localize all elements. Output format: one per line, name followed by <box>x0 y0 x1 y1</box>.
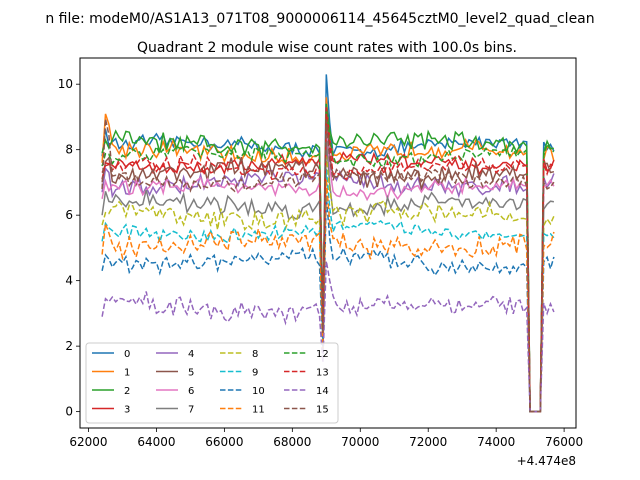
series-line-0 <box>101 74 555 413</box>
plot-lines <box>101 74 555 413</box>
y-tick-label: 4 <box>65 274 73 288</box>
series-line-8 <box>101 156 555 413</box>
y-tick-label: 10 <box>58 77 73 91</box>
legend-label: 15 <box>316 405 329 416</box>
legend-label: 10 <box>252 386 265 397</box>
legend-label: 9 <box>252 368 258 379</box>
x-tick-label: 72000 <box>409 435 447 449</box>
legend-label: 2 <box>124 386 130 397</box>
x-tick-label: 70000 <box>341 435 379 449</box>
x-tick-label: 64000 <box>137 435 175 449</box>
series-line-14 <box>101 260 555 413</box>
y-tick-label: 0 <box>65 405 73 419</box>
y-tick-label: 2 <box>65 339 73 353</box>
y-tick-label: 8 <box>65 143 73 157</box>
y-tick-label: 6 <box>65 208 73 222</box>
series-line-11 <box>101 179 555 413</box>
chart-title: Quadrant 2 module wise count rates with … <box>137 40 517 56</box>
series-line-10 <box>101 195 555 413</box>
x-tick-label: 74000 <box>477 435 515 449</box>
x-tick-label: 76000 <box>545 435 583 449</box>
series-line-15 <box>101 118 555 413</box>
x-tick-label: 68000 <box>273 435 311 449</box>
x-tick-label: 66000 <box>205 435 243 449</box>
x-axis-offset-label: +4.474e8 <box>517 454 576 468</box>
legend-label: 14 <box>316 386 329 397</box>
x-tick-label: 62000 <box>69 435 107 449</box>
legend-label: 3 <box>124 405 130 416</box>
legend-label: 12 <box>316 349 329 360</box>
legend-label: 7 <box>188 405 194 416</box>
legend-label: 5 <box>188 368 194 379</box>
legend-label: 1 <box>124 368 130 379</box>
legend-label: 0 <box>124 349 130 360</box>
series-line-12 <box>101 110 555 413</box>
legend-box <box>85 342 339 424</box>
y-axis-ticks: 0 2 4 6 8 10 <box>58 77 80 419</box>
x-axis-ticks: 62000 64000 66000 68000 70000 72000 74000 76000 <box>69 428 583 449</box>
series-line-6 <box>101 129 555 413</box>
axes-frame <box>79 57 577 429</box>
series-line-7 <box>101 139 555 413</box>
legend-label: 8 <box>252 349 258 360</box>
legend-label: 4 <box>188 349 194 360</box>
series-line-9 <box>101 169 555 413</box>
legend-label: 13 <box>316 368 329 379</box>
legend-label: 11 <box>252 405 265 416</box>
legend-label: 6 <box>188 386 194 397</box>
figure-suptitle: n file: modeM0/AS1A13_071T08_9000006114_… <box>45 11 594 27</box>
series-line-13 <box>101 113 555 413</box>
